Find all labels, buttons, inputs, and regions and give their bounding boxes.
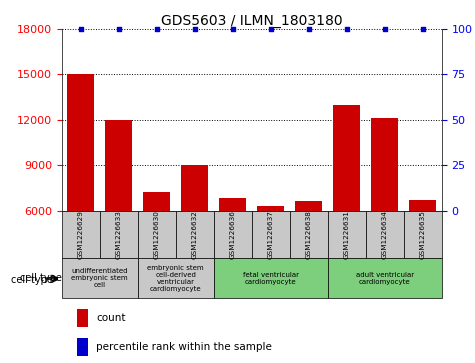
Text: adult ventricular
cardiomyocyte: adult ventricular cardiomyocyte bbox=[356, 272, 414, 285]
Text: embryonic stem
cell-derived
ventricular
cardiomyocyte: embryonic stem cell-derived ventricular … bbox=[147, 265, 204, 291]
Bar bbox=[219, 199, 246, 211]
Bar bbox=[404, 211, 442, 258]
Text: GSM1226633: GSM1226633 bbox=[116, 210, 122, 259]
Point bbox=[419, 26, 427, 32]
Bar bbox=[105, 120, 132, 211]
Point bbox=[153, 26, 161, 32]
Bar bbox=[257, 206, 284, 211]
Bar bbox=[333, 105, 360, 211]
Bar bbox=[77, 309, 88, 327]
Text: GSM1226630: GSM1226630 bbox=[154, 210, 160, 259]
Point bbox=[381, 26, 389, 32]
Text: GSM1226634: GSM1226634 bbox=[382, 210, 388, 259]
Bar bbox=[409, 200, 436, 211]
Text: cell type: cell type bbox=[20, 273, 62, 283]
Bar bbox=[176, 211, 214, 258]
Bar bbox=[77, 338, 88, 356]
Bar bbox=[100, 211, 138, 258]
Bar bbox=[295, 201, 322, 211]
Bar bbox=[328, 211, 366, 258]
Bar bbox=[67, 74, 94, 211]
Title: GDS5603 / ILMN_1803180: GDS5603 / ILMN_1803180 bbox=[161, 14, 342, 28]
Point bbox=[115, 26, 123, 32]
Bar bbox=[214, 258, 328, 298]
Text: GSM1226636: GSM1226636 bbox=[230, 210, 236, 259]
Bar bbox=[143, 192, 170, 211]
Text: GSM1226635: GSM1226635 bbox=[420, 210, 426, 259]
Text: GSM1226631: GSM1226631 bbox=[344, 210, 350, 259]
Bar bbox=[181, 165, 208, 211]
Text: GSM1226629: GSM1226629 bbox=[78, 210, 84, 259]
Text: percentile rank within the sample: percentile rank within the sample bbox=[96, 342, 272, 352]
Bar bbox=[62, 211, 100, 258]
Text: cell type: cell type bbox=[10, 274, 52, 285]
Bar bbox=[290, 211, 328, 258]
Text: GSM1226638: GSM1226638 bbox=[306, 210, 312, 259]
Bar bbox=[214, 211, 252, 258]
Bar bbox=[138, 211, 176, 258]
Point bbox=[77, 26, 85, 32]
Point bbox=[267, 26, 275, 32]
Text: count: count bbox=[96, 313, 125, 323]
Text: undifferentiated
embryonic stem
cell: undifferentiated embryonic stem cell bbox=[71, 268, 128, 288]
Bar bbox=[371, 118, 398, 211]
Point bbox=[343, 26, 351, 32]
Bar bbox=[62, 258, 138, 298]
Point bbox=[191, 26, 199, 32]
Text: fetal ventricular
cardiomyocyte: fetal ventricular cardiomyocyte bbox=[243, 272, 299, 285]
Bar bbox=[328, 258, 442, 298]
Point bbox=[229, 26, 237, 32]
Bar bbox=[138, 258, 214, 298]
Bar bbox=[252, 211, 290, 258]
Text: GSM1226632: GSM1226632 bbox=[192, 210, 198, 259]
Point bbox=[305, 26, 313, 32]
Bar bbox=[366, 211, 404, 258]
Text: GSM1226637: GSM1226637 bbox=[268, 210, 274, 259]
